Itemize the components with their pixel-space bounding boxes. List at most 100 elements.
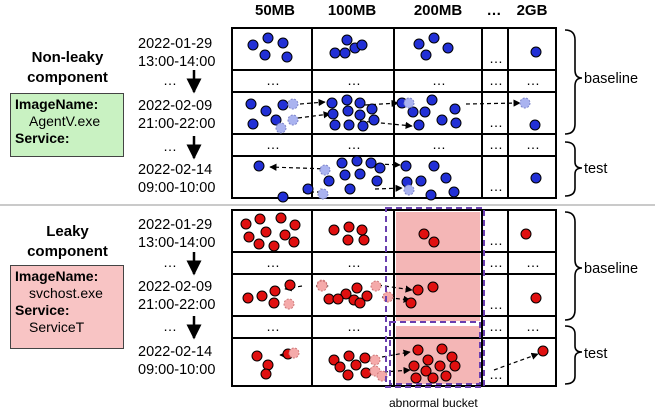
blue-dot	[339, 169, 351, 181]
blue-dot	[341, 94, 353, 106]
red-dot	[408, 360, 420, 372]
red-dot	[412, 344, 424, 356]
red-dot	[412, 284, 424, 296]
faded-red-dot	[316, 280, 328, 292]
blue-dot	[356, 39, 368, 51]
migration-arrow	[364, 99, 399, 107]
cell-ellipsis: …	[489, 136, 503, 152]
faded-blue-dot	[287, 114, 299, 126]
cell-ellipsis: …	[489, 296, 503, 312]
blue-dot	[442, 42, 454, 54]
row-time: 21:00-22:00	[138, 116, 216, 132]
blue-dot	[365, 157, 377, 169]
test-label: test	[584, 346, 608, 362]
blue-dot	[270, 114, 282, 126]
cell-ellipsis: …	[432, 136, 446, 152]
blue-dot	[357, 120, 369, 132]
row-time: 13:00-14:00	[138, 54, 216, 70]
red-dot	[446, 351, 458, 363]
migration-arrow	[381, 295, 411, 303]
red-dot	[334, 361, 346, 373]
red-dot	[256, 290, 268, 302]
red-dot	[260, 226, 272, 238]
faded-red-dot	[288, 347, 300, 359]
red-dot	[289, 219, 301, 231]
row-time-label: 2022-01-29 13:00-14:00	[138, 216, 215, 252]
image-name-label: ImageName:	[15, 268, 99, 284]
abnormal-bucket-label: abnormal bucket	[389, 396, 478, 410]
red-dot	[269, 285, 281, 297]
image-name-value: AgentV.exe	[29, 113, 101, 129]
red-dot	[428, 236, 440, 248]
blue-dot	[368, 114, 380, 126]
red-dot	[354, 297, 366, 309]
column-header-100mb: 100MB	[327, 2, 377, 19]
blue-dot	[339, 47, 351, 59]
row-date: 2022-02-09	[138, 279, 213, 295]
cell-ellipsis: …	[266, 136, 280, 152]
red-dot	[436, 343, 448, 355]
red-dot	[268, 240, 280, 252]
blue-dot	[262, 32, 274, 44]
blue-dot	[281, 51, 293, 63]
faded-red-dot	[370, 280, 382, 292]
red-dot	[422, 354, 434, 366]
red-dot	[251, 350, 263, 362]
faded-red-dot	[382, 291, 394, 303]
dots	[240, 32, 549, 384]
row-ellipsis: …	[163, 318, 177, 334]
migration-arrow	[377, 284, 413, 293]
row-time-label: 2022-02-09 21:00-22:00	[138, 97, 215, 133]
faded-blue-dot	[519, 97, 531, 109]
faded-red-dot	[283, 298, 295, 310]
row-time: 09:00-10:00	[138, 362, 216, 378]
red-dot	[260, 368, 272, 380]
red-dot	[351, 282, 363, 294]
cell-ellipsis: …	[526, 318, 540, 334]
blue-dot	[440, 172, 452, 184]
faded-blue-dot	[403, 97, 415, 109]
migration-arrow	[381, 349, 411, 358]
blue-dot	[329, 47, 341, 59]
blue-dot	[302, 183, 314, 195]
cell-ellipsis: …	[489, 178, 503, 194]
red-dot	[343, 350, 355, 362]
non-leaky-title-line1: Non-leaky	[31, 49, 104, 66]
red-dot	[361, 290, 373, 302]
baseline-label: baseline	[584, 261, 639, 277]
blue-dot	[341, 34, 353, 46]
blue-dot	[415, 175, 427, 187]
blue-dot	[277, 191, 289, 203]
red-dot	[279, 229, 291, 241]
red-dot	[418, 228, 430, 240]
red-dot	[356, 224, 368, 236]
red-dot	[405, 297, 417, 309]
column-header-200mb: 200MB	[413, 2, 463, 19]
leaky-title-line2: component	[27, 243, 108, 260]
image-name-label: ImageName:	[15, 96, 99, 112]
red-dot	[343, 221, 355, 233]
cell-ellipsis: …	[432, 72, 446, 88]
blue-dot	[419, 106, 431, 118]
abnormal-bucket-fill	[396, 326, 480, 384]
red-dot	[350, 359, 362, 371]
baseline-label: baseline	[584, 71, 639, 87]
cell-ellipsis: …	[489, 366, 503, 382]
grids	[231, 27, 557, 387]
blue-dot	[428, 32, 440, 44]
migration-arrow	[297, 111, 331, 119]
red-dot	[328, 354, 340, 366]
cell-ellipsis: …	[266, 318, 280, 334]
abnormal-bucket-outline	[385, 207, 485, 388]
cell-ellipsis: …	[266, 254, 280, 270]
red-dot	[427, 281, 439, 293]
cell-ellipsis: …	[526, 136, 540, 152]
non-leaky-title-line2: component	[27, 69, 108, 86]
cell-ellipsis: …	[489, 72, 503, 88]
non-leaky-title: Non-leaky component	[10, 48, 125, 88]
faded-blue-dot	[403, 184, 415, 196]
red-dot	[284, 279, 296, 291]
red-dot	[342, 234, 354, 246]
blue-dot	[245, 98, 257, 110]
red-dot	[358, 234, 370, 246]
